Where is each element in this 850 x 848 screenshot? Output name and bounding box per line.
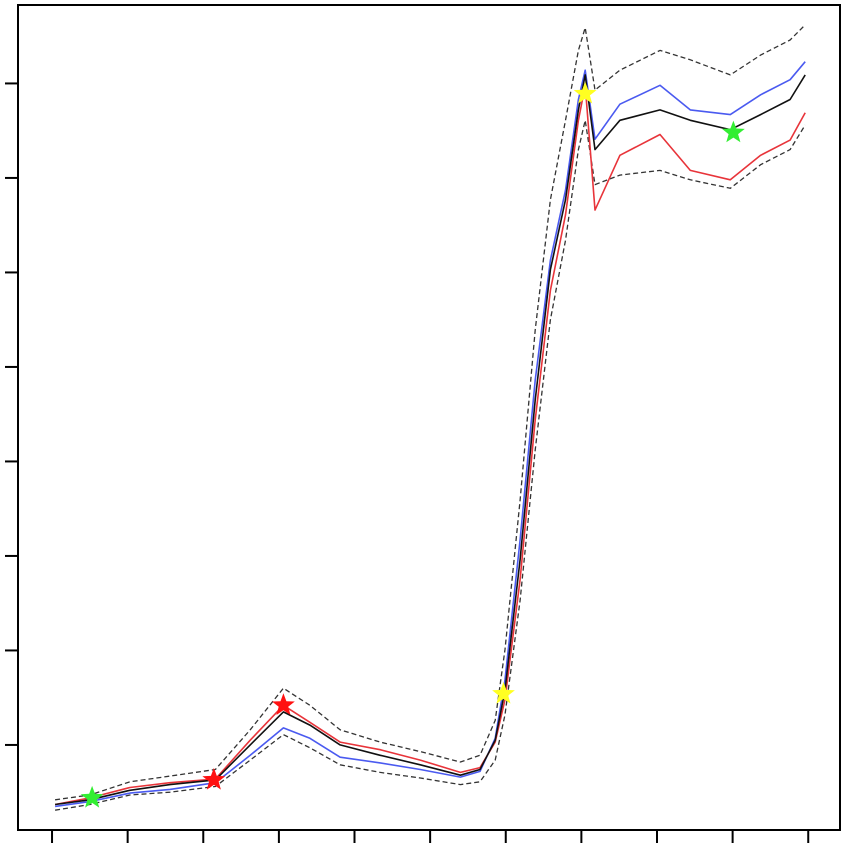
series-line bbox=[54, 74, 806, 806]
plot-frame bbox=[17, 4, 841, 831]
series-line bbox=[54, 119, 806, 811]
star-marker bbox=[722, 120, 745, 143]
star-marker bbox=[573, 81, 597, 104]
star-marker bbox=[80, 785, 104, 808]
star-marker bbox=[272, 693, 295, 715]
series-line bbox=[54, 84, 806, 806]
star-marker bbox=[202, 767, 226, 790]
star-marker bbox=[492, 681, 515, 704]
series-line bbox=[54, 61, 806, 808]
series-line bbox=[55, 24, 806, 801]
